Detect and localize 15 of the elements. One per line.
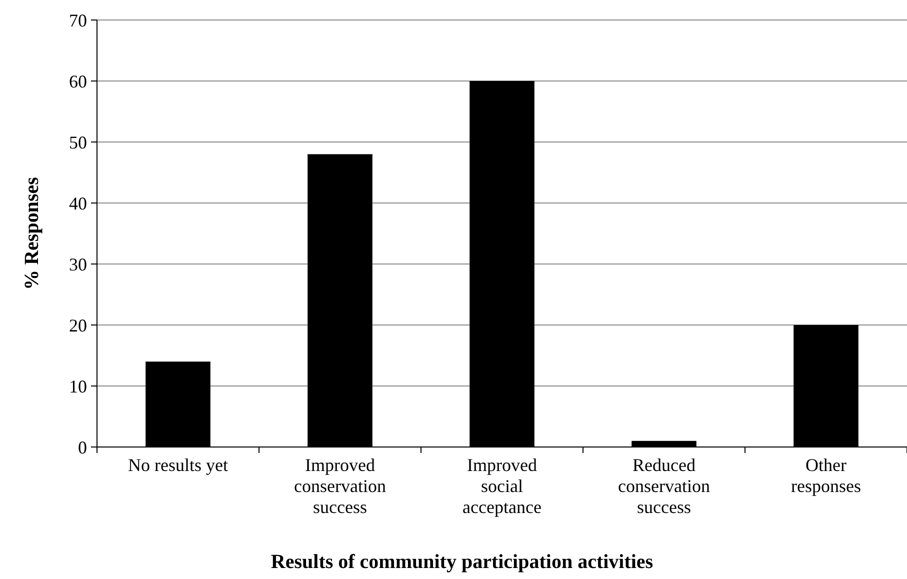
y-axis-title: % Responses: [21, 176, 43, 290]
y-tick-label: 0: [78, 437, 87, 458]
x-tick-label: Reduced conservation success: [618, 455, 710, 517]
y-tick-label: 60: [69, 71, 87, 92]
x-tick-label: Other responses: [791, 455, 861, 496]
y-tick-label: 50: [69, 132, 87, 152]
x-tick-label: No results yet: [128, 455, 228, 475]
y-tick-label: 70: [69, 10, 87, 30]
y-tick-label: 30: [69, 254, 87, 274]
y-tick-label: 10: [69, 376, 87, 396]
y-tick-label: 20: [69, 315, 87, 336]
x-axis-title: Results of community participation activities: [270, 551, 654, 573]
y-tick-label: 40: [69, 193, 87, 214]
x-tick-label: Improved conservation success: [294, 455, 386, 517]
x-tick-label: Improved social acceptance: [462, 455, 542, 517]
